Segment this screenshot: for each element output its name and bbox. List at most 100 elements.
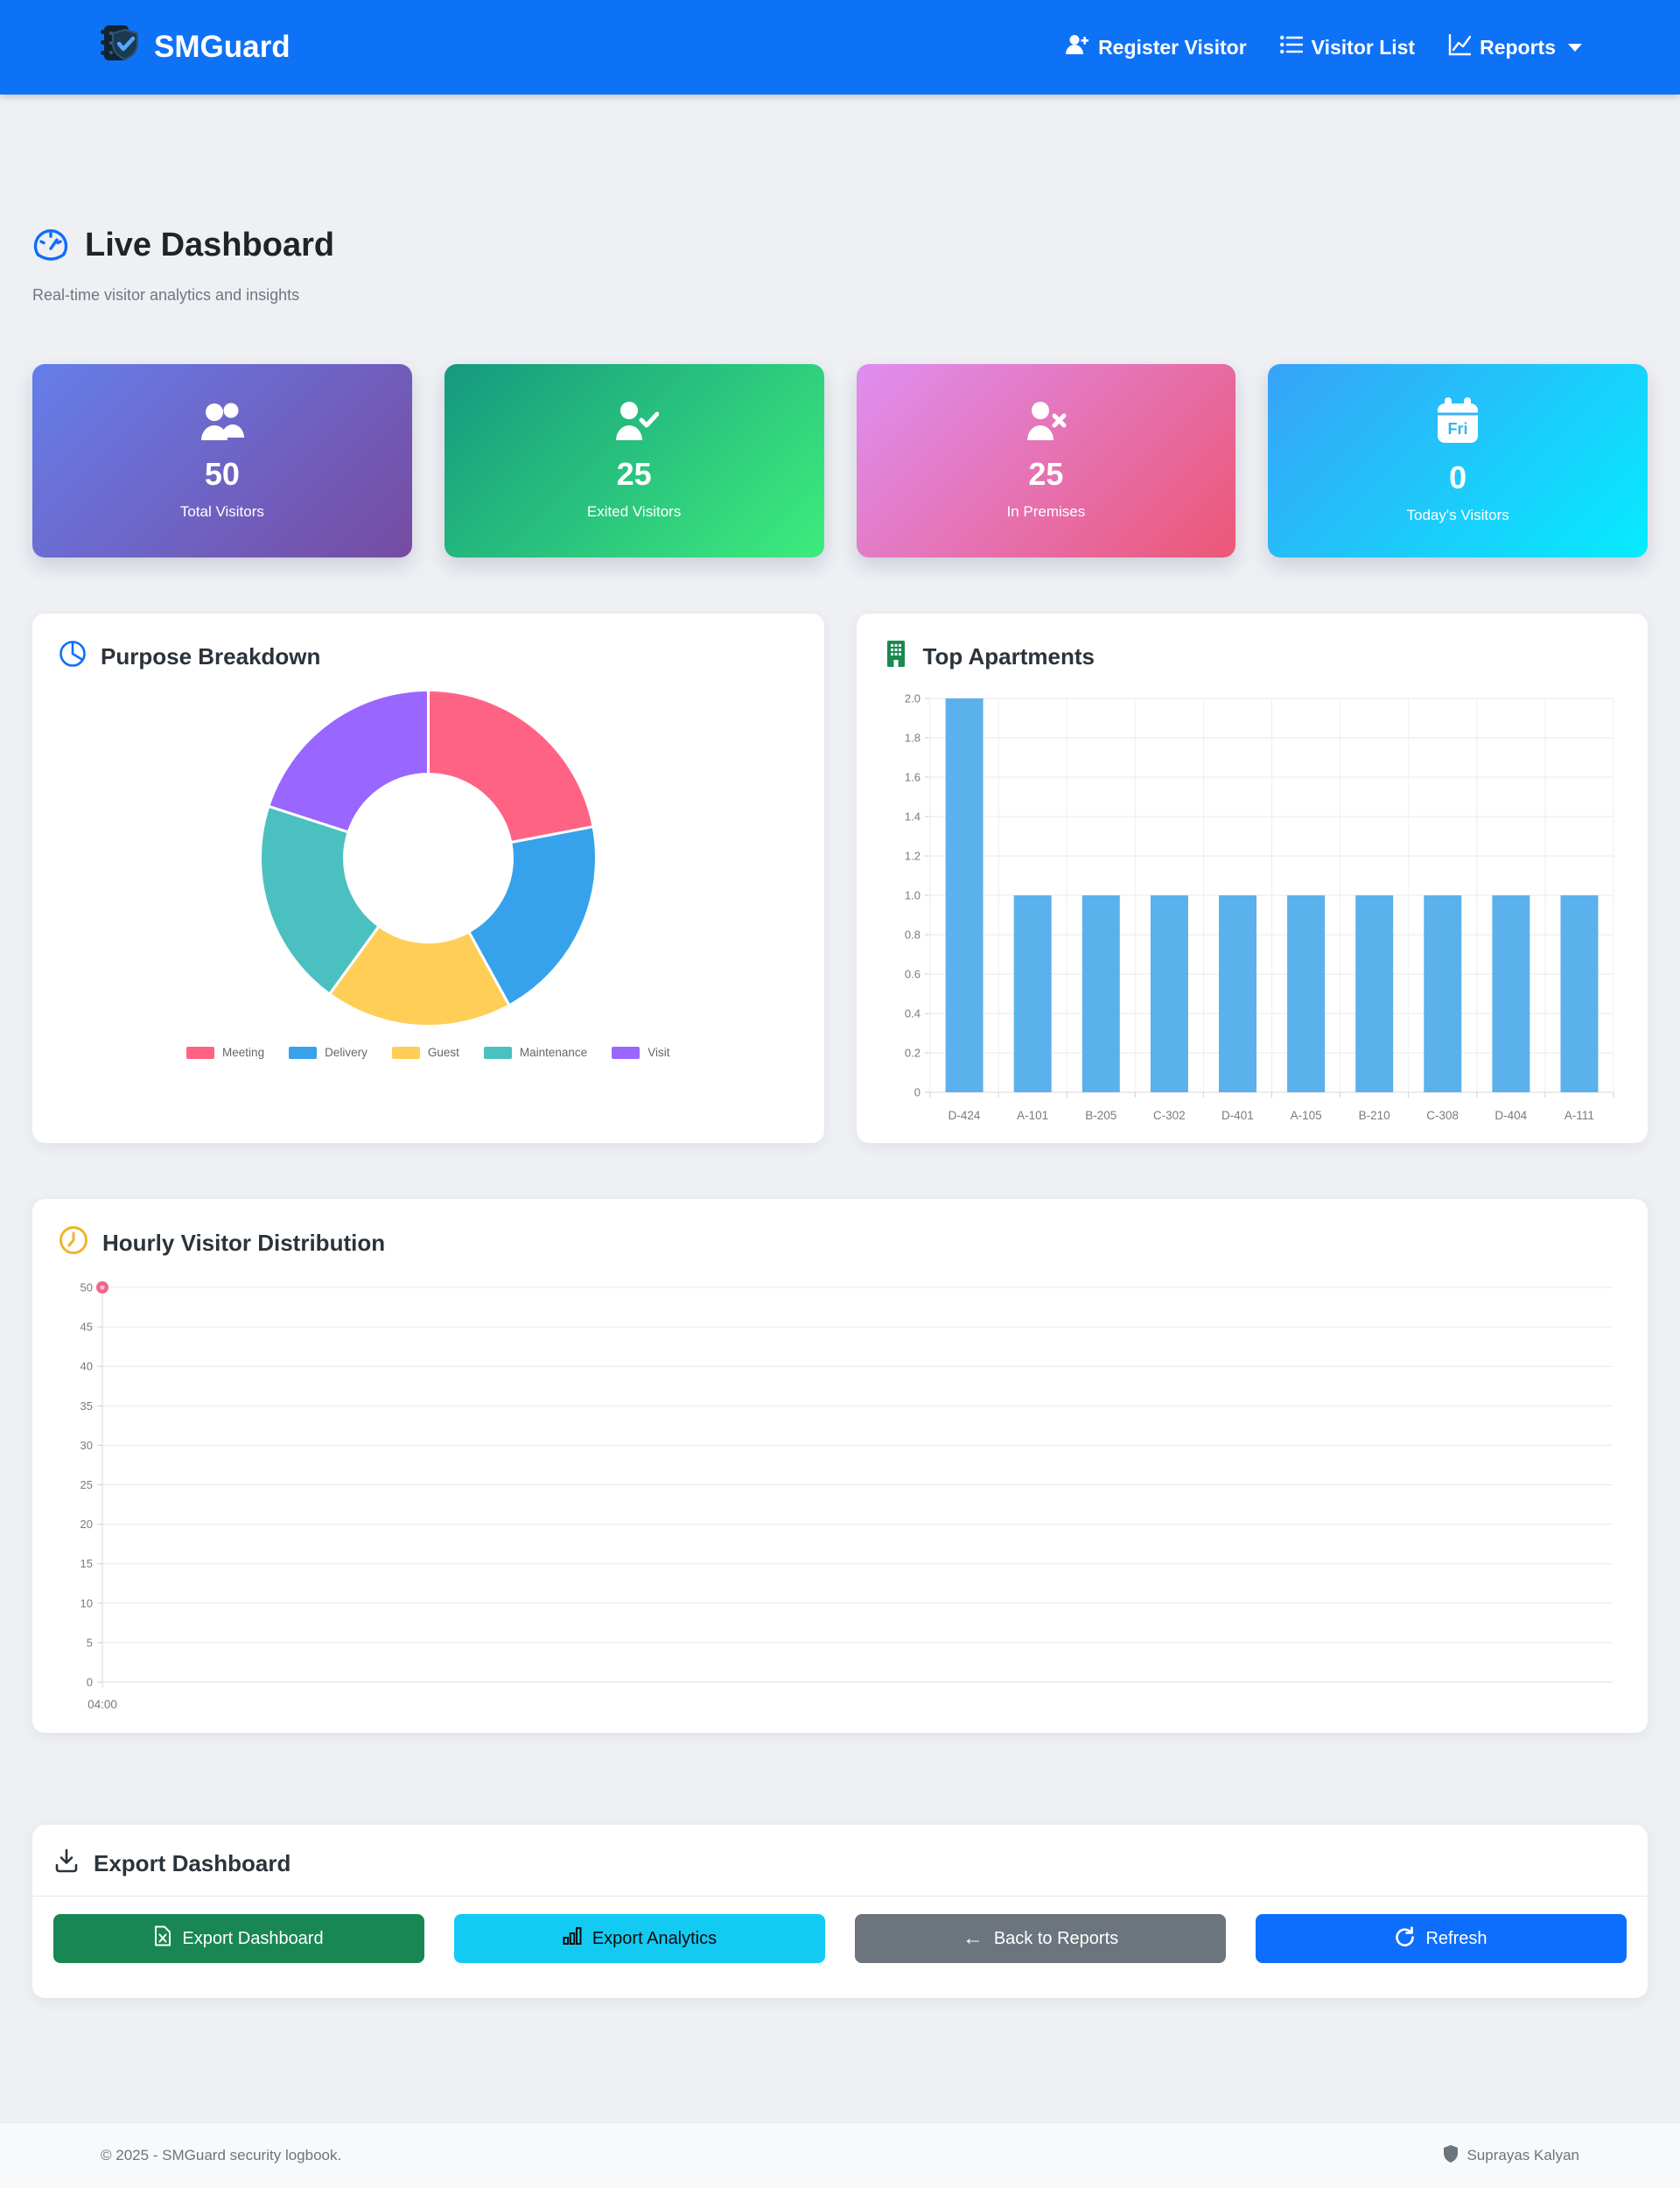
footer: © 2025 - SMGuard security logbook. Supra… bbox=[0, 2122, 1680, 2188]
file-excel-icon bbox=[154, 1925, 172, 1952]
export-dashboard-button[interactable]: Export Dashboard bbox=[53, 1914, 424, 1963]
export-dashboard-header: Export Dashboard bbox=[32, 1848, 1648, 1897]
svg-text:0: 0 bbox=[87, 1676, 93, 1689]
nav-item-label: Reports bbox=[1480, 35, 1556, 59]
page-header: Live Dashboard bbox=[32, 226, 1648, 265]
svg-text:0.2: 0.2 bbox=[904, 1047, 920, 1060]
nav-item-label: Visitor List bbox=[1311, 35, 1416, 59]
svg-text:10: 10 bbox=[80, 1596, 93, 1609]
smguard-logo-icon bbox=[96, 21, 142, 74]
legend-item[interactable]: Visit bbox=[612, 1046, 669, 1059]
svg-text:40: 40 bbox=[80, 1360, 93, 1373]
svg-text:0: 0 bbox=[914, 1086, 920, 1099]
svg-text:1.0: 1.0 bbox=[904, 889, 920, 902]
back-to-reports-button[interactable]: ← Back to Reports bbox=[855, 1914, 1226, 1963]
donut-svg[interactable] bbox=[251, 681, 606, 1035]
stat-value: 0 bbox=[1449, 459, 1467, 495]
svg-text:5: 5 bbox=[87, 1636, 93, 1649]
stat-value: 25 bbox=[1028, 456, 1064, 492]
page-title: Live Dashboard bbox=[85, 227, 335, 263]
svg-text:C-308: C-308 bbox=[1426, 1109, 1459, 1122]
stat-label: Today's Visitors bbox=[1406, 507, 1509, 523]
legend-label: Maintenance bbox=[519, 1046, 588, 1059]
export-analytics-button[interactable]: Export Analytics bbox=[454, 1914, 825, 1963]
svg-text:50: 50 bbox=[80, 1281, 93, 1294]
svg-text:0.4: 0.4 bbox=[904, 1007, 920, 1020]
svg-text:0.6: 0.6 bbox=[904, 968, 920, 981]
purpose-donut-chart bbox=[59, 681, 798, 1035]
footer-copyright: © 2025 - SMGuard security logbook. bbox=[101, 2147, 342, 2163]
brand[interactable]: SMGuard bbox=[96, 21, 290, 74]
svg-text:04:00: 04:00 bbox=[88, 1698, 117, 1711]
legend-swatch bbox=[186, 1046, 215, 1059]
nav-item-label: Register Visitor bbox=[1098, 35, 1247, 59]
svg-text:1.6: 1.6 bbox=[904, 771, 920, 784]
stat-label: Exited Visitors bbox=[586, 503, 682, 520]
bar-chart-icon bbox=[563, 1926, 582, 1951]
svg-text:15: 15 bbox=[80, 1557, 93, 1570]
stat-value: 50 bbox=[204, 456, 240, 492]
legend-label: Visit bbox=[648, 1046, 670, 1059]
legend-item[interactable]: Meeting bbox=[186, 1046, 264, 1059]
legend-item[interactable]: Guest bbox=[391, 1046, 459, 1059]
export-dashboard-card: Export Dashboard Export Dashboard bbox=[32, 1825, 1648, 1998]
top-apartments-card: Top Apartments 0 0.2 0.4 0.6 0.8 1.0 1.2 1.4 1.6… bbox=[856, 614, 1648, 1143]
stat-card-total-visitors: 50 Total Visitors bbox=[32, 364, 412, 558]
apartments-bar-chart[interactable]: 0 0.2 0.4 0.6 0.8 1.0 1.2 1.4 1.6 1.8 2.0 D-424 A-10… bbox=[883, 690, 1622, 1132]
svg-text:35: 35 bbox=[80, 1399, 93, 1413]
hourly-distribution-header: Hourly Visitor Distribution bbox=[59, 1225, 1621, 1261]
nav-items: Register Visitor Visitor List Report bbox=[1066, 33, 1582, 61]
shield-icon bbox=[1444, 2144, 1459, 2167]
svg-text:20: 20 bbox=[80, 1518, 93, 1531]
export-buttons-row: Export Dashboard Export Analytics ← Back… bbox=[32, 1897, 1648, 1963]
nav-item-register-visitor[interactable]: Register Visitor bbox=[1066, 34, 1247, 60]
svg-text:B-210: B-210 bbox=[1358, 1109, 1390, 1122]
button-label: Export Dashboard bbox=[182, 1928, 324, 1948]
hourly-line-chart[interactable]: 0 5 10 15 20 25 30 35 40 45 50 04:00 bbox=[59, 1277, 1625, 1719]
svg-text:1.4: 1.4 bbox=[904, 810, 920, 824]
legend-item[interactable]: Maintenance bbox=[483, 1046, 588, 1059]
charts-row: Purpose Breakdown Meeting Delivery Guest Ma… bbox=[32, 614, 1648, 1143]
legend-swatch bbox=[483, 1046, 512, 1059]
svg-text:2.0: 2.0 bbox=[904, 692, 920, 705]
person-x-icon bbox=[1021, 401, 1070, 445]
section-title: Hourly Visitor Distribution bbox=[102, 1230, 386, 1256]
svg-text:B-205: B-205 bbox=[1085, 1109, 1116, 1122]
stat-value: 25 bbox=[616, 456, 652, 492]
navbar: SMGuard Register Visitor bbox=[0, 0, 1680, 95]
donut-legend: Meeting Delivery Guest Maintenance Visit bbox=[59, 1046, 798, 1059]
refresh-icon bbox=[1395, 1925, 1415, 1952]
stats-row: 50 Total Visitors 25 Exited Visitors bbox=[32, 364, 1648, 558]
svg-text:A-101: A-101 bbox=[1017, 1109, 1048, 1122]
refresh-button[interactable]: Refresh bbox=[1256, 1914, 1627, 1963]
chevron-down-icon bbox=[1568, 43, 1582, 52]
calendar-fri-icon: Fri bbox=[1434, 397, 1481, 449]
stat-card-exited-visitors: 25 Exited Visitors bbox=[444, 364, 824, 558]
button-label: Export Analytics bbox=[592, 1928, 718, 1948]
clock-icon bbox=[59, 1225, 88, 1261]
person-check-icon bbox=[610, 401, 660, 445]
hourly-distribution-card: Hourly Visitor Distribution 0 5 10 15 20 25 30… bbox=[32, 1199, 1648, 1733]
svg-text:D-424: D-424 bbox=[948, 1109, 980, 1122]
stat-label: Total Visitors bbox=[179, 503, 264, 520]
svg-text:A-105: A-105 bbox=[1290, 1109, 1321, 1122]
nav-item-reports[interactable]: Reports bbox=[1448, 33, 1582, 61]
legend-swatch bbox=[612, 1046, 640, 1059]
nav-item-visitor-list[interactable]: Visitor List bbox=[1279, 34, 1416, 60]
section-title: Top Apartments bbox=[922, 643, 1095, 670]
legend-label: Delivery bbox=[325, 1046, 368, 1059]
button-label: Back to Reports bbox=[993, 1928, 1119, 1948]
building-icon bbox=[883, 640, 909, 674]
legend-swatch bbox=[289, 1046, 318, 1059]
main-content: Live Dashboard Real-time visitor analyti… bbox=[32, 226, 1648, 1998]
footer-user-name: Suprayas Kalyan bbox=[1466, 2147, 1579, 2163]
purpose-breakdown-header: Purpose Breakdown bbox=[59, 640, 798, 674]
svg-text:0.8: 0.8 bbox=[904, 929, 920, 942]
legend-label: Guest bbox=[427, 1046, 459, 1059]
section-title: Export Dashboard bbox=[94, 1850, 291, 1876]
svg-text:1.8: 1.8 bbox=[904, 732, 920, 745]
legend-item[interactable]: Delivery bbox=[289, 1046, 368, 1059]
stat-card-todays-visitors: Fri 0 Today's Visitors bbox=[1268, 364, 1648, 558]
svg-text:25: 25 bbox=[80, 1478, 93, 1491]
stat-label: In Premises bbox=[1006, 503, 1086, 520]
